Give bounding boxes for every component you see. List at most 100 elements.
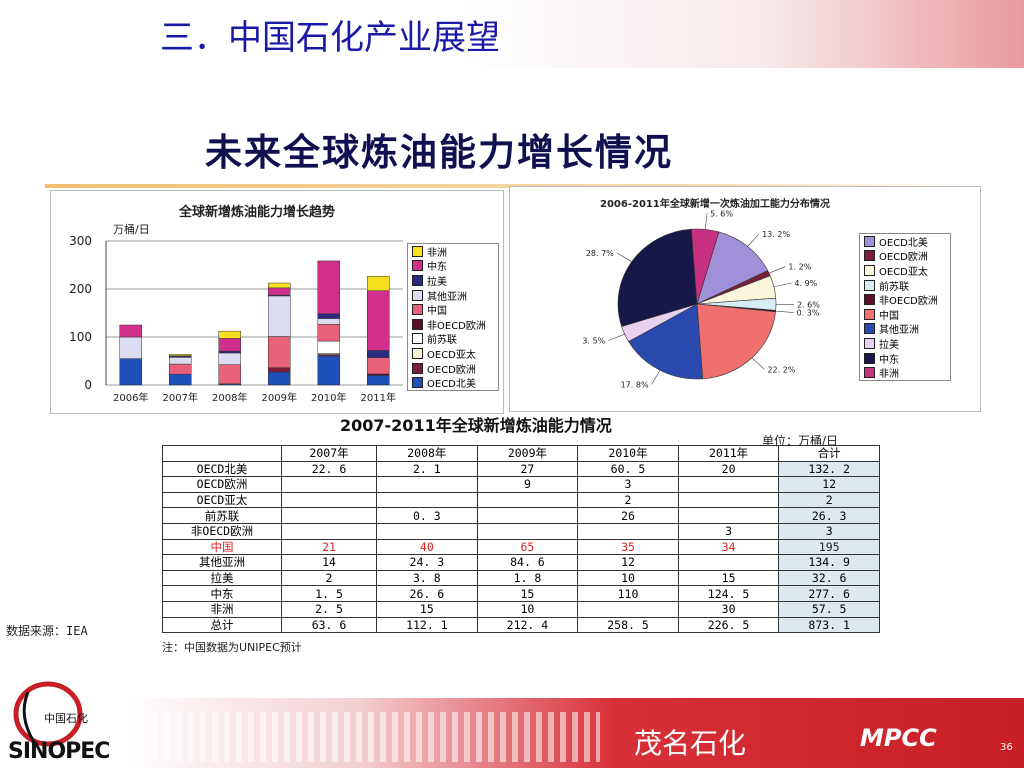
bar-segment <box>218 338 241 352</box>
table-header-cell: 合计 <box>778 445 880 462</box>
bar-chart-panel: 全球新增炼油能力增长趋势 万桶/日 300 200 100 0 2006年 2007年 200… <box>50 190 504 414</box>
legend-swatch <box>412 333 423 345</box>
pie-data-label: 13. 2% <box>762 230 790 239</box>
legend-swatch <box>412 347 423 359</box>
logo-script-text: 中国石化 <box>44 711 88 725</box>
bar-segment <box>367 276 390 291</box>
table-header-row: 2007年 2008年 2009年 2010年 2011年 合计 <box>162 445 880 462</box>
bar-segment <box>119 324 142 338</box>
legend-item: OECD欧洲 <box>860 249 950 263</box>
legend-swatch <box>864 352 875 364</box>
footer-stripes <box>140 712 600 762</box>
main-title: 未来全球炼油能力增长情况 <box>205 131 673 174</box>
legend-swatch <box>864 264 875 276</box>
bar-chart-title: 全球新增炼油能力增长趋势 <box>179 205 336 220</box>
table-header-cell: 2010年 <box>577 445 679 462</box>
table-cell <box>280 522 378 540</box>
table-cell: 873. 1 <box>778 616 880 634</box>
table-cell: 26. 6 <box>376 585 478 602</box>
table-cell: 124. 5 <box>677 585 780 602</box>
legend-swatch <box>864 337 875 349</box>
table-row: OECD北美 22. 6 2. 1 27 60. 5 20 132. 2 <box>162 460 880 478</box>
pie-slice <box>696 231 769 305</box>
table-cell <box>476 522 579 540</box>
legend-swatch <box>864 279 875 291</box>
pie-data-label: 1. 2% <box>788 263 811 272</box>
bar-chart: 万桶/日 300 200 100 0 2006年 2007年 2008年 2009年 2010年 2… <box>69 222 403 404</box>
table-cell: 10 <box>577 569 679 587</box>
bar-segment <box>367 357 390 375</box>
table-cell: 15 <box>476 585 579 602</box>
bar-segment <box>119 336 142 359</box>
row-label: 其他亚洲 <box>162 554 282 571</box>
bar-segment <box>317 340 340 354</box>
legend-swatch <box>864 367 875 379</box>
bar-segment <box>367 290 390 351</box>
table-header-cell: 2008年 <box>376 445 478 462</box>
table-cell: 134. 9 <box>778 554 880 571</box>
table-cell: 14 <box>280 554 378 571</box>
leader-line <box>768 266 786 274</box>
legend-item: 拉美 <box>860 336 950 351</box>
legend-label: OECD亚太 <box>879 266 928 278</box>
legend-swatch <box>412 362 423 374</box>
table-cell <box>677 507 780 524</box>
table-cell: 132. 2 <box>778 460 880 478</box>
table-cell: 110 <box>577 585 679 602</box>
legend-item: 非洲 <box>860 365 950 380</box>
leader-line <box>704 213 708 230</box>
pie-data-label: 4. 9% <box>794 279 817 288</box>
legend-label: 非洲 <box>879 369 899 381</box>
legend-swatch <box>412 377 423 389</box>
table-cell: 12 <box>577 554 679 571</box>
table-cell <box>280 476 378 493</box>
legend-item: 中国 <box>408 302 498 317</box>
pie-data-label: 2. 6% <box>797 300 820 309</box>
table-cell: 22. 6 <box>280 460 378 478</box>
table-cell: 3 <box>677 522 780 540</box>
row-label: 总计 <box>162 616 282 634</box>
legend-label: 其他亚洲 <box>427 291 467 303</box>
pie-data-label: 0. 3% <box>797 309 820 318</box>
x-tick-label: 2009年 <box>262 391 297 404</box>
legend-label: 中国 <box>427 306 447 318</box>
bar-segment <box>268 287 291 296</box>
legend-item: 非OECD欧洲 <box>860 292 950 307</box>
y-tick-label: 300 <box>69 234 92 248</box>
table-unit: 单位：万桶/日 <box>762 434 839 448</box>
table-cell: 226. 5 <box>677 616 780 634</box>
legend-label: 前苏联 <box>427 335 457 347</box>
table-cell: 30 <box>677 600 780 618</box>
legend-swatch <box>864 250 875 262</box>
table-cell <box>376 491 478 509</box>
bar-segment <box>169 373 192 386</box>
bar-segment <box>169 354 192 356</box>
legend-swatch <box>412 289 423 301</box>
legend-item: OECD亚太 <box>408 346 498 361</box>
table-cell: 32. 6 <box>778 569 880 587</box>
legend-swatch <box>412 260 423 272</box>
table-row: 其他亚洲 14 24. 3 84. 6 12 134. 9 <box>162 554 880 571</box>
table-cell: 26. 3 <box>778 507 880 524</box>
table-cell: 65 <box>476 538 579 556</box>
legend-swatch <box>412 245 423 257</box>
legend-item: 其他亚洲 <box>860 322 950 336</box>
legend-item: 中国 <box>860 307 950 322</box>
bar-segment <box>169 363 192 375</box>
legend-label: 中国 <box>879 310 899 322</box>
row-label: OECD北美 <box>162 460 282 478</box>
legend-label: 非洲 <box>427 247 447 259</box>
legend-label: 前苏联 <box>879 281 909 293</box>
bar-segment <box>268 371 291 386</box>
bar-segment <box>367 350 390 358</box>
x-tick-label: 2010年 <box>311 391 346 404</box>
pie-slice <box>696 303 776 380</box>
table-cell <box>577 522 679 540</box>
row-label: OECD欧洲 <box>162 476 282 493</box>
legend-swatch <box>864 294 875 306</box>
table-header-cell: 2007年 <box>280 445 378 462</box>
table-cell: 1. 5 <box>280 585 378 602</box>
table-row: 中国 21 40 65 35 34 195 <box>162 538 880 556</box>
logo-wordmark: SINOPEC <box>8 739 110 764</box>
table-cell: 20 <box>677 460 780 478</box>
